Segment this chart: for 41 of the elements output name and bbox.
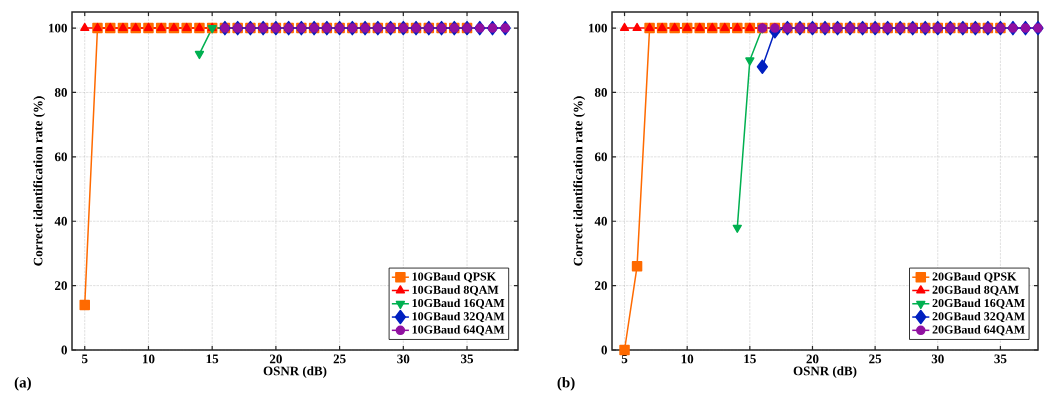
x-tick-label: 10: [143, 354, 155, 364]
legend-label: 20GBaud QPSK: [932, 272, 1017, 283]
y-tick-label: 0: [601, 345, 607, 355]
y-tick-label: 60: [594, 152, 607, 162]
y-tick-label: 80: [54, 88, 67, 97]
x-tick-label: 35: [461, 354, 474, 364]
x-tick-label: 20: [269, 354, 282, 364]
text: (a): [14, 377, 31, 391]
y-tick-label: 80: [594, 88, 607, 97]
legend-label: 10GBaud 8QAM: [412, 285, 499, 296]
x-tick-label: 30: [931, 354, 944, 364]
y-tick-label: 40: [54, 216, 67, 226]
y-tick-label: 100: [589, 23, 607, 33]
y-axis-title: Correct identification rate (%): [33, 96, 46, 266]
x-tick-label: 15: [744, 354, 756, 364]
y-tick-label: 60: [54, 152, 67, 162]
x-tick-label: 25: [333, 354, 346, 364]
y-axis-title: Correct identification rate (%): [573, 96, 586, 266]
legend-label: 10GBaud 64QAM: [412, 325, 505, 336]
x-axis-title: OSNR (dB): [263, 366, 327, 378]
x-tick-label: 15: [206, 354, 219, 364]
y-tick-label: 100: [49, 23, 67, 33]
legend-label: 20GBaud 64QAM: [932, 325, 1025, 336]
legend-label: 10GBaud QPSK: [412, 272, 496, 283]
legend-label: 20GBaud 16QAM: [932, 298, 1025, 309]
legend-label: 10GBaud 16QAM: [412, 298, 505, 309]
x-tick-label: 35: [994, 354, 1007, 364]
y-tick-label: 40: [594, 216, 607, 226]
y-tick-label: 0: [61, 345, 67, 355]
x-tick-label: 10: [681, 354, 694, 364]
x-tick-label: 25: [869, 354, 882, 364]
y-tick-label: 20: [595, 281, 607, 290]
legend-label: 10GBaud 32QAM: [412, 311, 505, 323]
text: (b): [557, 377, 575, 391]
legend-label: 20GBaud 8QAM: [932, 285, 1019, 296]
x-tick-label: 5: [82, 354, 88, 364]
x-axis-title: OSNR (dB): [793, 366, 857, 378]
x-tick-label: 30: [397, 354, 410, 364]
legend-label: 20GBaud 32QAM: [932, 311, 1025, 323]
y-tick-label: 20: [55, 281, 67, 290]
x-tick-label: 20: [806, 354, 819, 364]
